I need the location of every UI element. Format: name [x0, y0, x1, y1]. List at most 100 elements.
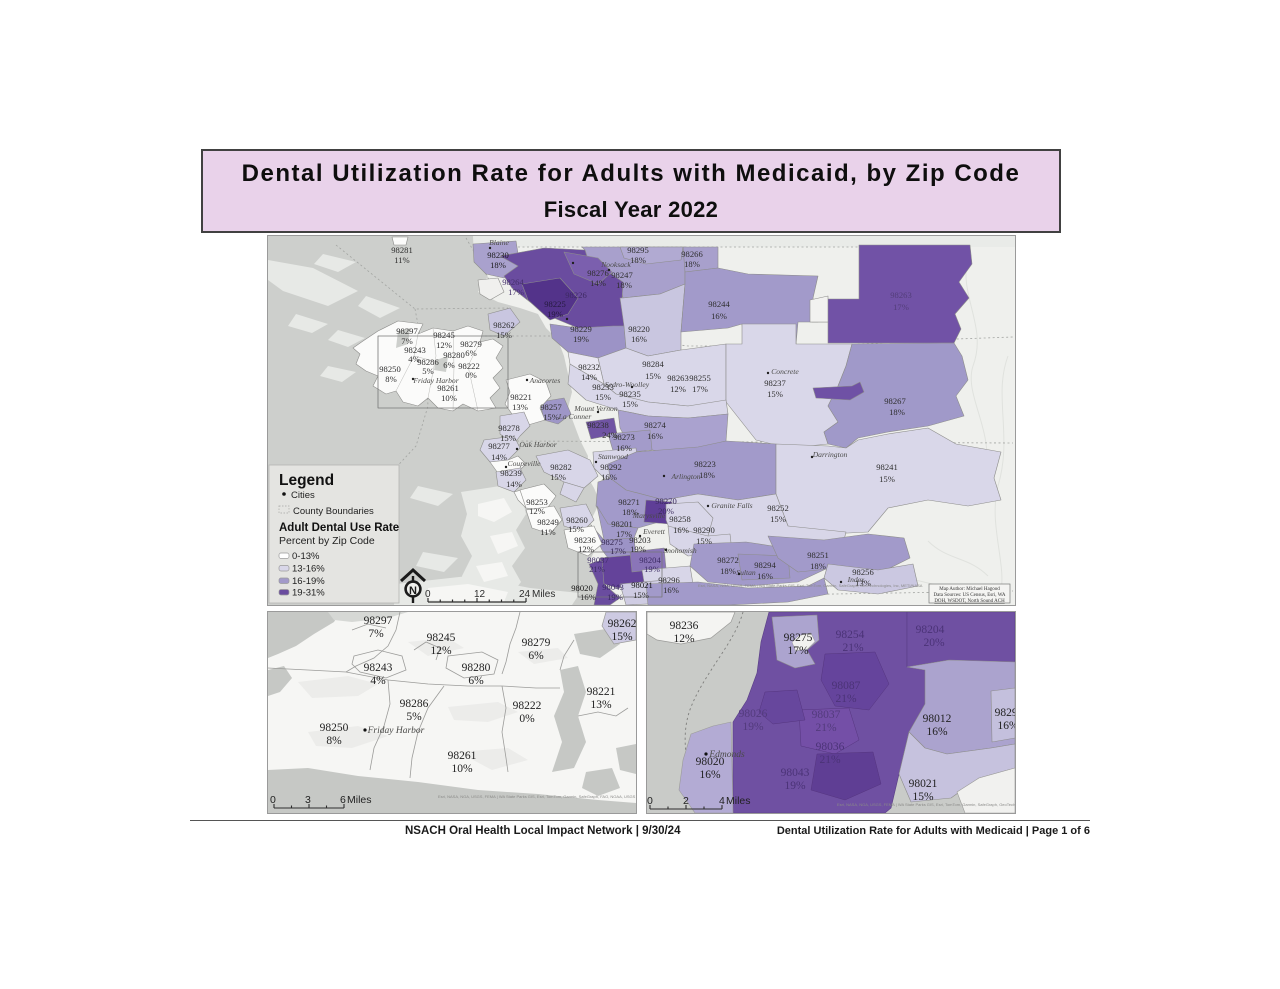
svg-text:98026: 98026 [739, 708, 768, 720]
svg-text:98280: 98280 [462, 662, 491, 674]
svg-text:Esri, NASA, NGA, USGS, FEMA |: Esri, NASA, NGA, USGS, FEMA | WA State P… [837, 802, 1016, 807]
svg-text:20%: 20% [658, 506, 674, 516]
svg-text:16%: 16% [711, 311, 727, 321]
svg-text:15%: 15% [767, 389, 783, 399]
svg-text:98043: 98043 [602, 582, 623, 592]
svg-text:6%: 6% [528, 650, 544, 662]
svg-text:14%: 14% [491, 452, 507, 462]
svg-text:98279: 98279 [522, 637, 551, 649]
svg-text:16-19%: 16-19% [292, 576, 325, 587]
svg-text:11%: 11% [394, 255, 409, 265]
svg-text:17%: 17% [787, 645, 809, 657]
svg-text:5%: 5% [406, 711, 422, 723]
svg-text:Anacortes: Anacortes [529, 376, 561, 385]
svg-text:Esri, NASA, NGA, USGS, FEMA |: Esri, NASA, NGA, USGS, FEMA | WA State P… [438, 794, 636, 799]
svg-text:98261: 98261 [437, 383, 458, 393]
svg-text:15%: 15% [568, 524, 584, 534]
svg-text:Blaine: Blaine [489, 238, 509, 247]
svg-text:98226: 98226 [565, 290, 587, 300]
svg-text:98275: 98275 [601, 537, 622, 547]
svg-text:98254: 98254 [836, 629, 865, 641]
svg-text:18%: 18% [622, 507, 638, 517]
svg-text:Concrete: Concrete [771, 367, 799, 376]
svg-text:13-16%: 13-16% [292, 564, 325, 575]
svg-text:98203: 98203 [629, 535, 650, 545]
svg-text:16%: 16% [663, 585, 679, 595]
svg-text:98243: 98243 [404, 345, 425, 355]
svg-text:8%: 8% [385, 374, 396, 384]
svg-text:98296: 98296 [658, 575, 680, 585]
svg-text:24%: 24% [602, 430, 618, 440]
svg-text:17%: 17% [893, 302, 909, 312]
svg-text:6%: 6% [465, 348, 476, 358]
svg-text:98236: 98236 [670, 620, 699, 632]
svg-text:13%: 13% [512, 402, 528, 412]
svg-text:98263: 98263 [667, 373, 688, 383]
svg-text:98020: 98020 [696, 756, 725, 768]
svg-text:Edmonds: Edmonds [708, 750, 745, 760]
svg-text:18%: 18% [630, 255, 646, 265]
svg-text:98037: 98037 [812, 709, 841, 721]
svg-text:15%: 15% [879, 474, 895, 484]
svg-text:8%: 8% [326, 735, 342, 747]
svg-text:Cities: Cities [291, 490, 315, 501]
svg-text:98255: 98255 [689, 373, 710, 383]
svg-text:16%: 16% [673, 525, 689, 535]
svg-text:13%: 13% [590, 699, 612, 711]
svg-text:98286: 98286 [400, 698, 429, 710]
svg-text:0%: 0% [519, 713, 535, 725]
svg-text:11%: 11% [540, 527, 555, 537]
svg-text:5%: 5% [422, 366, 433, 376]
svg-text:98241: 98241 [876, 462, 897, 472]
svg-text:6%: 6% [468, 675, 484, 687]
svg-text:Map Author: Michael Hagood: Map Author: Michael Hagood [939, 587, 1000, 592]
svg-text:98222: 98222 [513, 700, 542, 712]
svg-text:98243: 98243 [364, 662, 393, 674]
svg-text:98250: 98250 [379, 364, 400, 374]
svg-text:98229: 98229 [570, 324, 591, 334]
svg-text:15%: 15% [696, 536, 712, 546]
svg-text:98294: 98294 [754, 560, 776, 570]
svg-text:17%: 17% [616, 529, 632, 539]
svg-text:98223: 98223 [694, 459, 715, 469]
svg-text:14%: 14% [506, 479, 522, 489]
svg-text:15%: 15% [611, 631, 633, 643]
svg-text:Data Sources: US Census, Esri,: Data Sources: US Census, Esri, WA [934, 593, 1006, 598]
svg-text:Adult Dental Use Rate: Adult Dental Use Rate [279, 522, 399, 534]
svg-text:98296: 98296 [995, 707, 1016, 719]
svg-text:24: 24 [519, 589, 531, 600]
svg-text:15%: 15% [550, 472, 566, 482]
svg-text:98274: 98274 [644, 420, 666, 430]
svg-text:98297: 98297 [396, 326, 418, 336]
svg-text:15%: 15% [543, 412, 559, 422]
svg-text:Miles: Miles [726, 795, 751, 807]
svg-text:98292: 98292 [600, 462, 621, 472]
svg-text:Miles: Miles [347, 794, 372, 806]
svg-text:Sultan: Sultan [736, 568, 756, 577]
svg-text:98252: 98252 [767, 503, 788, 513]
svg-text:98251: 98251 [807, 550, 828, 560]
svg-text:4%: 4% [408, 354, 419, 364]
svg-text:Coupeville: Coupeville [508, 459, 542, 468]
svg-text:12%: 12% [670, 384, 686, 394]
svg-text:98244: 98244 [708, 299, 730, 309]
svg-text:13%: 13% [855, 578, 871, 588]
svg-text:Darrington: Darrington [812, 450, 848, 459]
svg-text:4: 4 [719, 795, 725, 807]
svg-text:98281: 98281 [391, 245, 412, 255]
svg-text:98245: 98245 [427, 632, 456, 644]
svg-text:La Conner: La Conner [558, 412, 592, 421]
svg-text:98225: 98225 [544, 299, 565, 309]
svg-text:16%: 16% [631, 334, 647, 344]
svg-text:15%: 15% [500, 433, 516, 443]
svg-text:98043: 98043 [781, 767, 810, 779]
svg-text:15%: 15% [622, 399, 638, 409]
svg-text:98280: 98280 [443, 350, 464, 360]
svg-text:17%: 17% [508, 287, 524, 297]
svg-text:Mount Vernon: Mount Vernon [573, 404, 617, 413]
svg-text:10%: 10% [441, 393, 457, 403]
svg-text:98036: 98036 [816, 741, 845, 753]
svg-text:19%: 19% [784, 780, 806, 792]
svg-text:Granite Falls: Granite Falls [711, 501, 752, 510]
svg-text:18%: 18% [889, 407, 905, 417]
